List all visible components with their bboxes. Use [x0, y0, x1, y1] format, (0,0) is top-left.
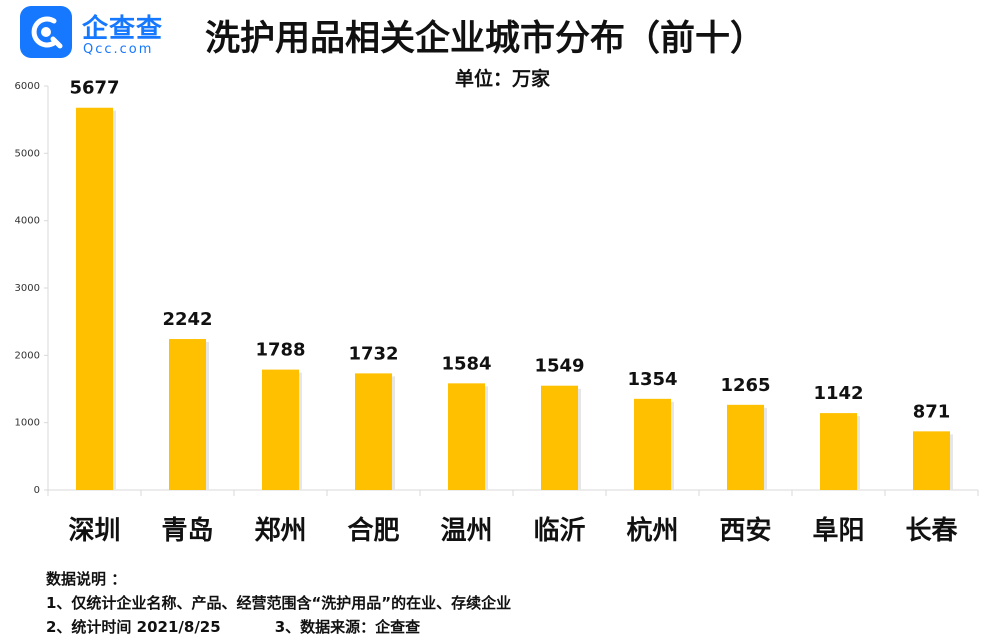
unit-label: 单位：万家 — [455, 68, 551, 90]
chart-title: 洗护用品相关企业城市分布（前十） — [205, 19, 766, 59]
bar — [448, 383, 485, 490]
bar — [727, 404, 764, 490]
category-label: 温州 — [440, 516, 492, 546]
category-label: 西安 — [719, 516, 771, 546]
bar — [355, 373, 392, 490]
data-label: 2242 — [162, 309, 212, 330]
logo: 企查查 Qcc.com — [20, 6, 180, 62]
notes-line-2: 2、统计时间 2021/8/25 3、数据来源：企查查 — [46, 615, 511, 639]
category-label: 长春 — [905, 516, 957, 546]
y-tick-label: 2000 — [15, 350, 40, 361]
data-label: 1354 — [627, 369, 677, 390]
y-tick-label: 5000 — [15, 148, 40, 159]
category-label: 杭州 — [626, 515, 678, 546]
category-label: 阜阳 — [812, 516, 864, 546]
bar — [820, 413, 857, 490]
bar — [634, 398, 671, 490]
category-label: 郑州 — [254, 516, 306, 546]
bar — [541, 385, 578, 490]
notes-line-2-source: 3、数据来源：企查查 — [274, 618, 421, 636]
y-tick-label: 1000 — [15, 418, 40, 429]
y-tick-label: 6000 — [15, 81, 40, 92]
bar — [913, 431, 950, 490]
bar — [169, 339, 206, 490]
bar — [262, 369, 299, 490]
data-label: 1732 — [348, 343, 398, 364]
category-label: 合肥 — [347, 515, 399, 546]
category-label: 临沂 — [533, 515, 585, 546]
notes-line-2-time: 2、统计时间 2021/8/25 — [46, 618, 221, 636]
bar-chart: 0 1000 2000 3000 4000 5000 6000 5677 深圳 2242 青岛 178… — [15, 78, 979, 546]
data-label: 1549 — [534, 356, 584, 377]
y-tick-label: 0 — [34, 485, 40, 496]
category-label: 深圳 — [68, 516, 120, 546]
data-label: 1584 — [441, 353, 491, 374]
data-label: 1142 — [813, 383, 863, 404]
logo-brand-en: Qcc.com — [83, 42, 154, 57]
data-label: 871 — [913, 401, 951, 422]
logo-brand: 企查查 — [82, 14, 164, 44]
y-tick-label: 3000 — [15, 283, 40, 294]
data-label: 1265 — [720, 375, 770, 396]
notes-line-1: 1、仅统计企业名称、产品、经营范围含“洗护用品”的在业、存续企业 — [46, 594, 512, 612]
data-label: 5677 — [69, 78, 119, 99]
data-label: 1788 — [255, 340, 305, 361]
category-label: 青岛 — [161, 515, 213, 546]
y-tick-label: 4000 — [15, 216, 40, 227]
notes: 数据说明 ： 1、仅统计企业名称、产品、经营范围含“洗护用品”的在业、存续企业 … — [46, 567, 511, 639]
qcc-logo-icon — [20, 6, 72, 58]
notes-heading: 数据说明 ： — [46, 570, 127, 588]
bar — [76, 107, 113, 491]
